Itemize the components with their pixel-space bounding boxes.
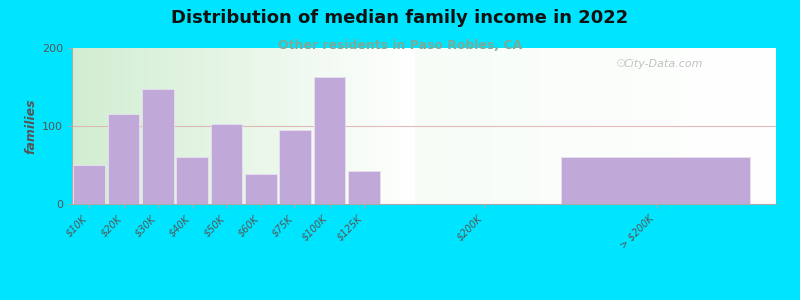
Text: City-Data.com: City-Data.com <box>624 58 703 69</box>
Bar <box>348 171 380 204</box>
Text: Distribution of median family income in 2022: Distribution of median family income in … <box>171 9 629 27</box>
Text: Other residents in Paso Robles, CA: Other residents in Paso Robles, CA <box>278 39 522 52</box>
Bar <box>176 157 208 204</box>
Bar <box>245 174 277 204</box>
Bar <box>279 130 311 204</box>
Text: ⊙: ⊙ <box>616 57 626 70</box>
Bar <box>314 77 346 204</box>
Bar <box>108 114 139 204</box>
Y-axis label: families: families <box>25 98 38 154</box>
Bar <box>142 88 174 204</box>
Bar <box>562 157 750 204</box>
Bar <box>74 165 105 204</box>
Bar <box>210 124 242 204</box>
